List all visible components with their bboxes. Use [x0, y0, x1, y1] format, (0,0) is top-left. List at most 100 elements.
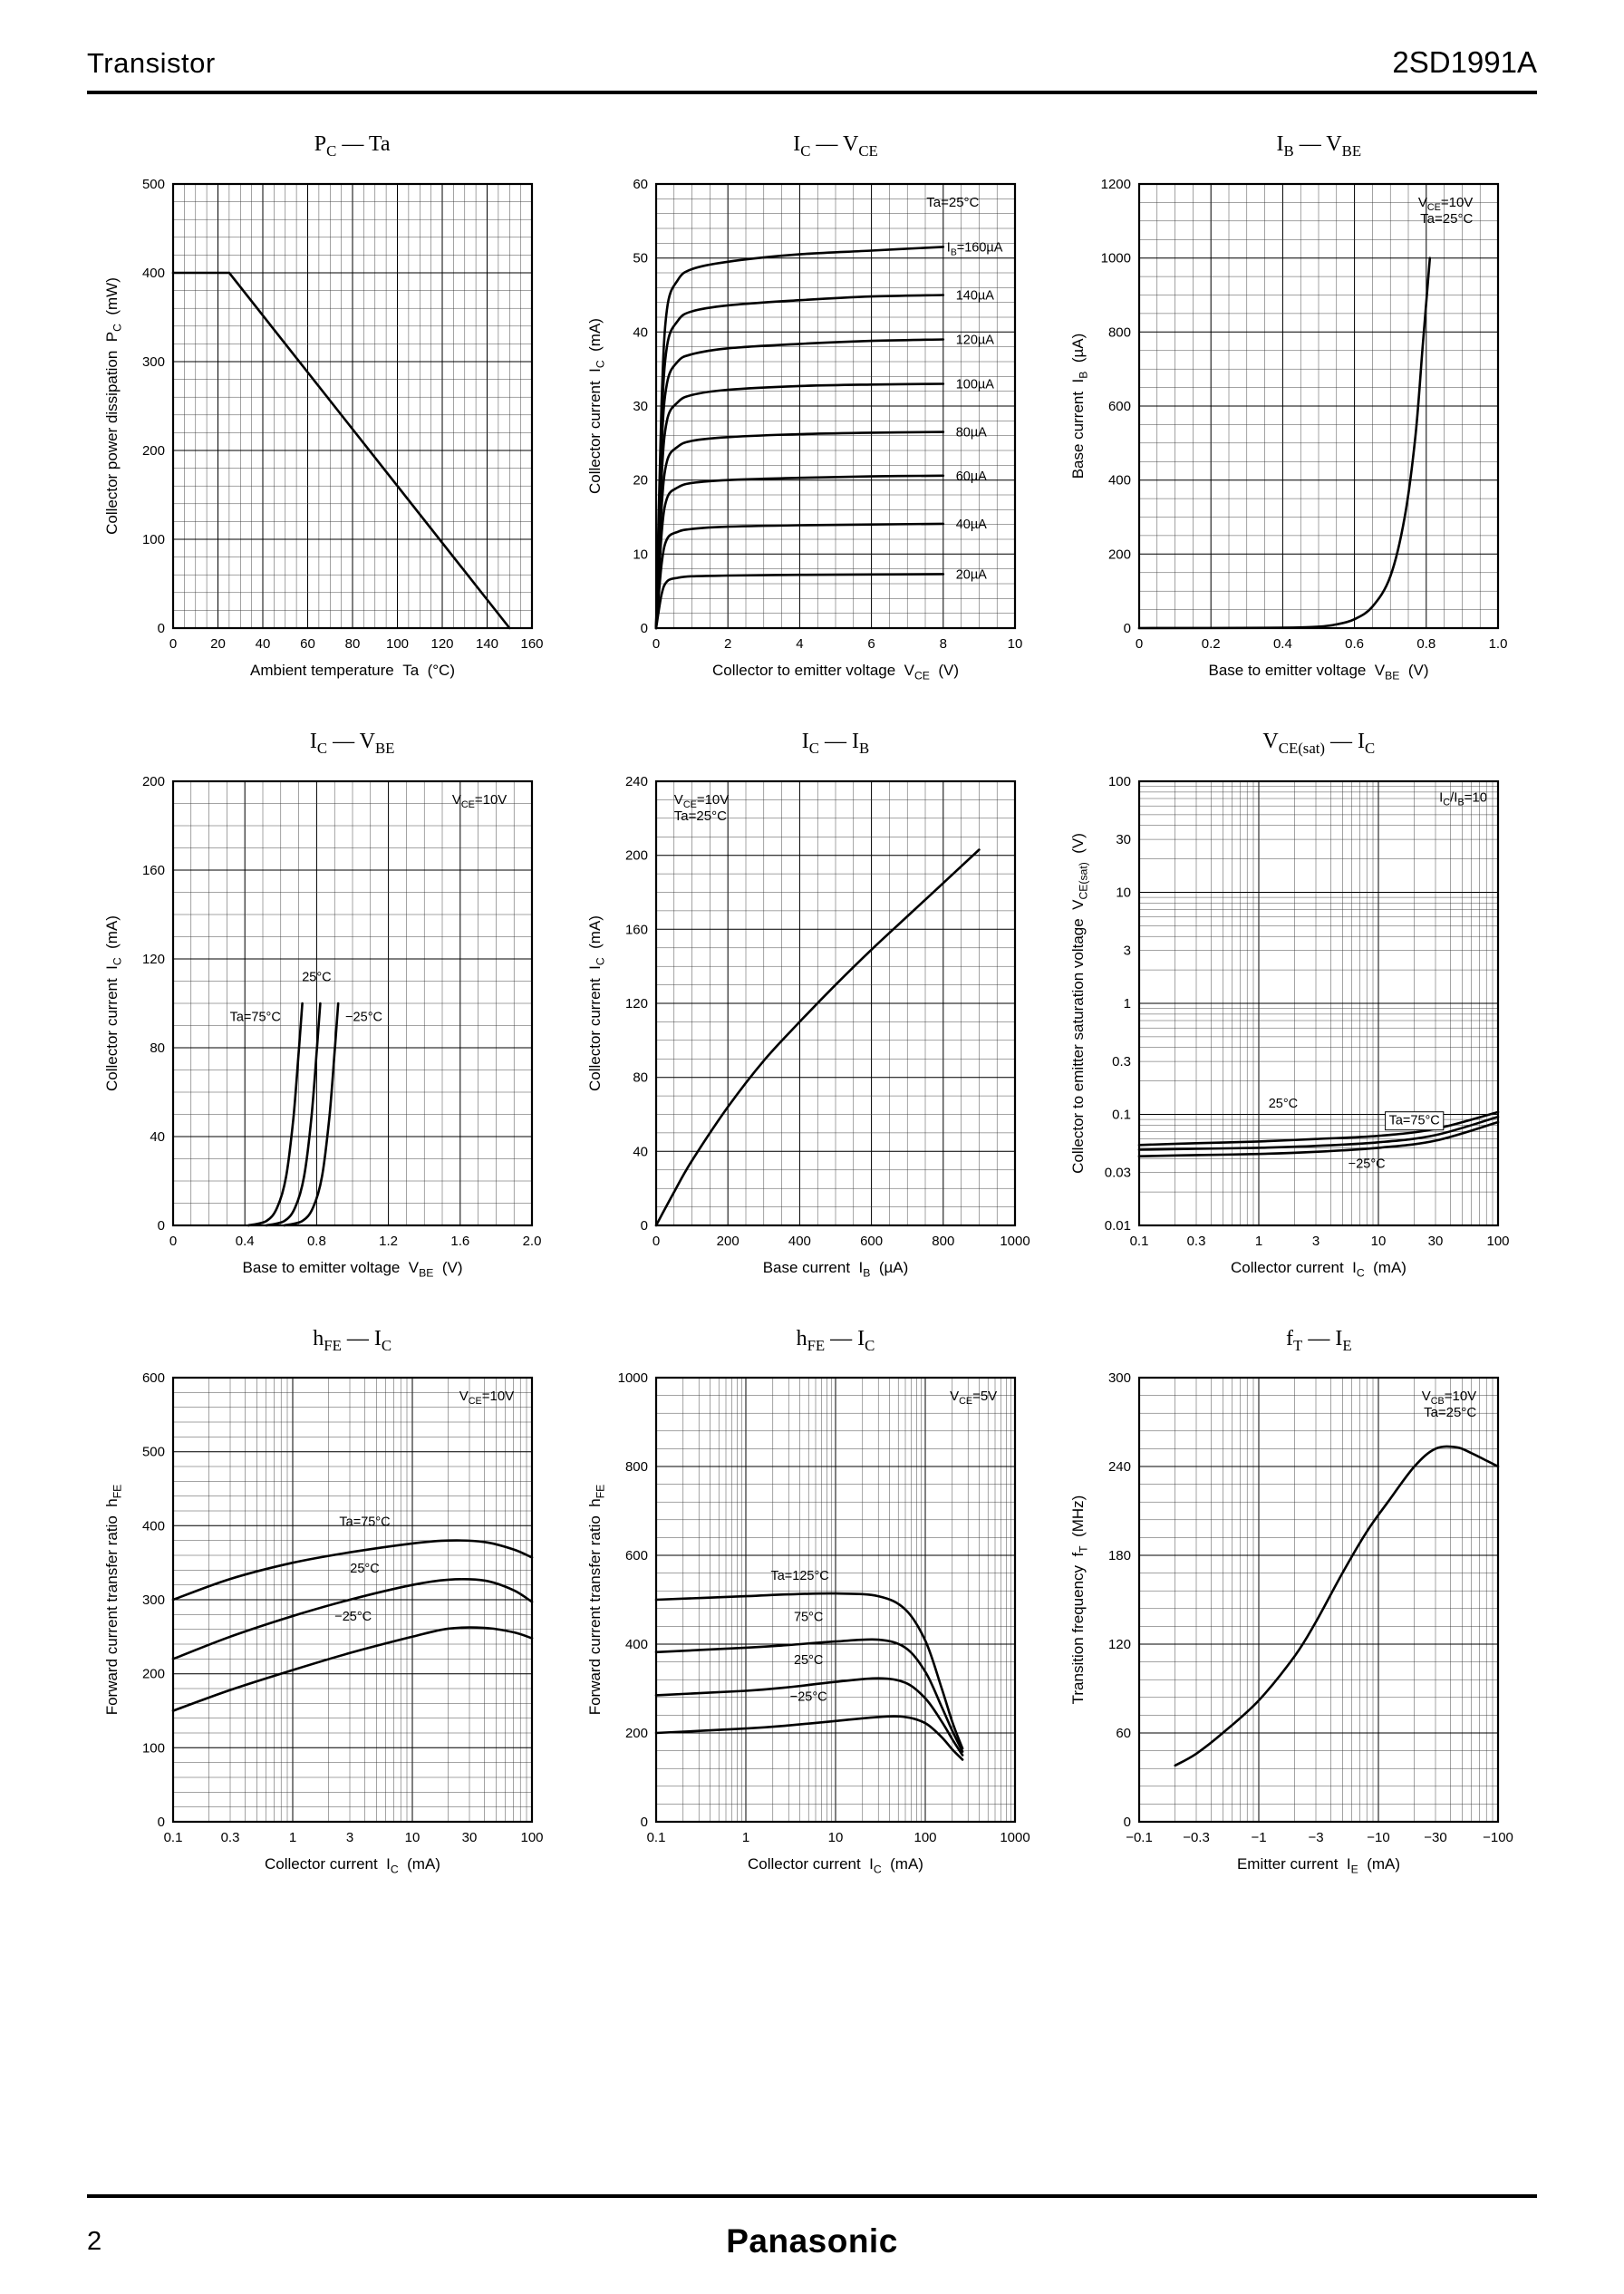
- series: [171, 271, 511, 630]
- svg-text:10: 10: [1371, 1234, 1387, 1249]
- svg-text:40: 40: [150, 1129, 165, 1145]
- tick-labels: 0.1 0.3 1 3 10 30 100 0 100 200 300 400 500 600: [142, 1370, 544, 1845]
- svg-text:600: 600: [625, 1548, 648, 1563]
- chart-plot-ft-ie: −0.1 −0.3 −1 −3 −10 −30 −100 0 60 120 180 240 300 Emi…: [1069, 1370, 1513, 1876]
- svg-text:100: 100: [142, 532, 165, 547]
- svg-text:400: 400: [142, 266, 165, 281]
- svg-text:800: 800: [1108, 324, 1131, 340]
- tick-labels: 0 200 400 600 800 1000 0 40 80 120 160 200 240: [625, 774, 1030, 1249]
- svg-text:20: 20: [633, 472, 648, 488]
- chart-title-ft-ie: fT — IE: [1286, 1326, 1352, 1354]
- svg-text:1.0: 1.0: [1489, 636, 1508, 652]
- svg-text:0: 0: [157, 1218, 164, 1234]
- condition-note: Ta=25°C: [926, 195, 979, 210]
- svg-text:30: 30: [633, 399, 648, 414]
- grid: [1138, 183, 1499, 629]
- svg-text:60: 60: [300, 636, 315, 652]
- footer-rule: [87, 2194, 1537, 2198]
- condition-note: Ta=25°C: [1420, 211, 1473, 227]
- page-header: Transistor 2SD1991A: [87, 45, 1537, 80]
- svg-text:−100: −100: [1483, 1830, 1513, 1845]
- curve-label: −25°C: [334, 1610, 372, 1624]
- header-rule-wrap: [87, 91, 1537, 94]
- svg-text:300: 300: [142, 1592, 165, 1608]
- curve-label: 80µA: [956, 425, 987, 440]
- svg-text:0: 0: [652, 1234, 660, 1249]
- svg-text:400: 400: [1108, 472, 1131, 488]
- plot-frame: [171, 182, 533, 629]
- svg-text:10: 10: [828, 1830, 844, 1845]
- svg-text:1000: 1000: [1000, 1234, 1030, 1249]
- chart-plot-ic-vce: 0 2 4 6 8 10 0 10 20 30 40 50 60 Collector to emitter…: [586, 177, 1023, 682]
- y-axis-label: Forward current transfer ratio hFE: [586, 1485, 607, 1716]
- svg-text:0: 0: [169, 1234, 176, 1249]
- svg-text:−10: −10: [1368, 1830, 1390, 1845]
- curve-label: 25°C: [350, 1562, 379, 1576]
- svg-text:0.4: 0.4: [235, 1234, 254, 1249]
- grid: [172, 183, 533, 629]
- y-axis-label: Collector power dissipation PC (mW): [103, 277, 124, 535]
- grid: [172, 780, 533, 1226]
- svg-text:200: 200: [142, 1667, 165, 1682]
- y-axis-label: Forward current transfer ratio hFE: [103, 1485, 124, 1716]
- series-curve: [654, 1677, 964, 1757]
- svg-text:0: 0: [652, 636, 660, 652]
- svg-text:3: 3: [1124, 943, 1131, 958]
- chart-title-hfe-ic-5v: hFE — IC: [796, 1326, 875, 1354]
- svg-text:100: 100: [1108, 774, 1131, 789]
- svg-text:1: 1: [288, 1830, 295, 1845]
- grid: [1138, 780, 1499, 1226]
- series-curve: [654, 474, 945, 630]
- svg-text:0.3: 0.3: [1112, 1054, 1131, 1070]
- chart-hfe-ic-5v: hFE — IC 0.1 1 10 100 1000 0 200 400 600 800 1000 Co…: [576, 1327, 1048, 1890]
- label-box: [1385, 1110, 1445, 1130]
- svg-text:800: 800: [625, 1459, 648, 1475]
- svg-text:30: 30: [1116, 832, 1132, 847]
- condition-note: IC/IB=10: [1439, 789, 1487, 808]
- chart-ic-vbe: IC — VBE 0 0.4 0.8 1.2 1.6 2.0 0 40 80 120 160 200 Ba…: [93, 730, 565, 1292]
- plot-frame: [1138, 779, 1500, 1226]
- y-axis-label: Collector current IC (mA): [586, 318, 607, 494]
- chart-title-ib-vbe: IB — VBE: [1276, 132, 1362, 160]
- svg-text:0: 0: [1124, 621, 1131, 636]
- chart-plot-pc-ta: 0 20 40 60 80 100 120 140 160 0 100 200 300 400 500 Amb…: [103, 177, 544, 679]
- svg-text:100: 100: [520, 1830, 543, 1845]
- series-curve: [1138, 1120, 1500, 1157]
- svg-text:200: 200: [717, 1234, 740, 1249]
- chart-vcesat-ic: VCE(sat) — IC 0.1 0.3 1 3 10 30 100 0.01 0.03 0.1 0…: [1059, 730, 1531, 1292]
- series: [246, 1002, 340, 1226]
- svg-text:10: 10: [404, 1830, 420, 1845]
- svg-text:10: 10: [1008, 636, 1023, 652]
- condition-note: VCE=10V: [1418, 195, 1473, 213]
- svg-text:3: 3: [1312, 1234, 1320, 1249]
- curve-label: −25°C: [1348, 1157, 1386, 1171]
- plot-frame: [654, 779, 1017, 1226]
- plot-frame: [1138, 1377, 1500, 1824]
- svg-text:1000: 1000: [618, 1370, 648, 1386]
- svg-text:200: 200: [1108, 547, 1131, 562]
- chart-plot-ib-vbe: 0 0.2 0.4 0.6 0.8 1.0 0 200 400 600 800 1000 1200 Bas…: [1069, 177, 1508, 682]
- series-curve: [1174, 1446, 1500, 1767]
- curve-label: 25°C: [794, 1653, 823, 1668]
- charts-grid: PC — Ta 0 20 40 60 80 100 120 140 160 0 100 200 300 40…: [87, 132, 1537, 1889]
- chart-title-ic-ib: IC — IB: [801, 729, 870, 757]
- series-curve: [171, 1626, 533, 1713]
- series-curve: [654, 1592, 964, 1750]
- x-axis-label: Ambient temperature Ta (°C): [250, 662, 455, 679]
- svg-text:0: 0: [169, 636, 176, 652]
- curve-label: Ta=125°C: [770, 1569, 828, 1583]
- chart-plot-hfe-ic-5v: 0.1 1 10 100 1000 0 200 400 600 800 1000 Collector …: [586, 1370, 1030, 1876]
- svg-text:0: 0: [157, 1815, 164, 1830]
- x-axis-label: Collector to emitter voltage VCE (V): [712, 662, 959, 682]
- series-curve: [654, 431, 945, 630]
- y-axis-label: Collector current IC (mA): [103, 915, 124, 1091]
- document-category: Transistor: [87, 47, 216, 79]
- svg-text:240: 240: [625, 774, 648, 789]
- svg-text:0: 0: [1136, 636, 1143, 652]
- svg-text:120: 120: [430, 636, 453, 652]
- svg-text:0.01: 0.01: [1105, 1218, 1131, 1234]
- tick-labels: −0.1 −0.3 −1 −3 −10 −30 −100 0 60 120 180 240 300: [1108, 1370, 1513, 1845]
- svg-text:60: 60: [633, 177, 648, 192]
- condition-note: Ta=25°C: [1424, 1405, 1476, 1420]
